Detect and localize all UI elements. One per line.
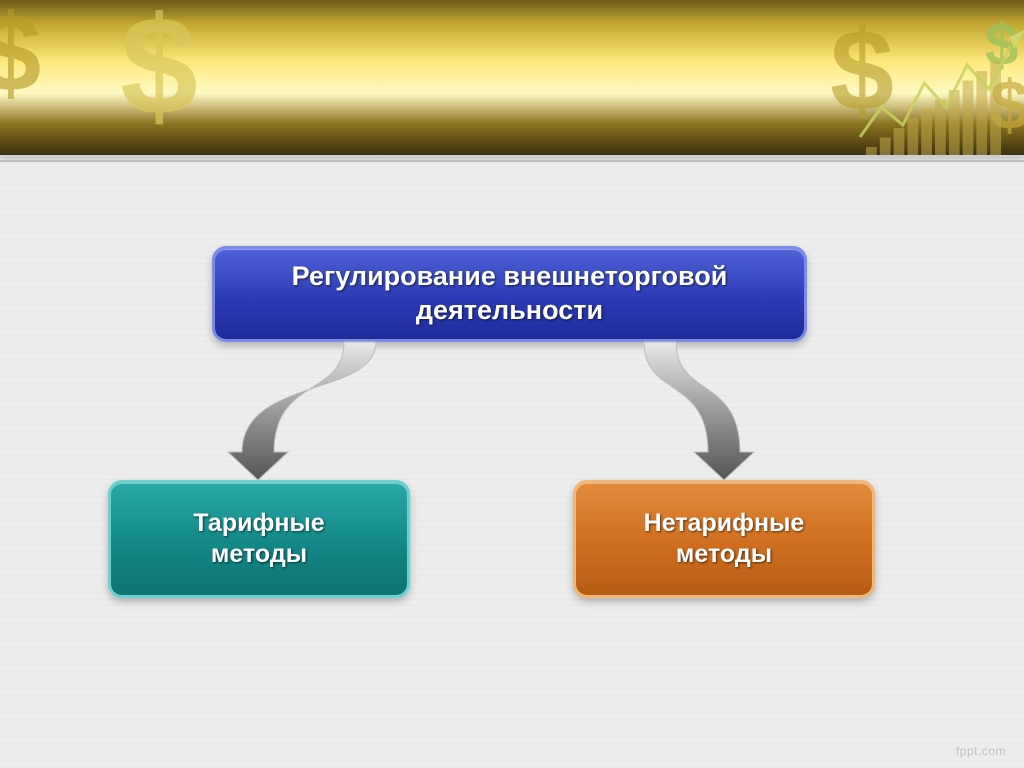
diagram-child-tariff-label: Тарифныеметоды [193,508,324,571]
header-chart-decor [860,35,1010,155]
diagram-root-box: Регулирование внешнеторговойдеятельности [212,246,807,342]
diagram-child-nontariff-box: Нетарифныеметоды [573,480,875,598]
watermark-text: fppt.com [956,744,1006,758]
diagram-child-nontariff-label: Нетарифныеметоды [644,508,805,571]
diagram-root-label: Регулирование внешнеторговойдеятельности [292,260,728,328]
diagram-child-tariff-box: Тарифныеметоды [108,480,410,598]
header-underline-2 [0,160,1024,162]
slide-canvas: $$$$$ Регулирование внешнеторговойдеятел… [0,0,1024,768]
header-band: $$$$$ [0,0,1024,155]
header-underline-1 [0,155,1024,157]
